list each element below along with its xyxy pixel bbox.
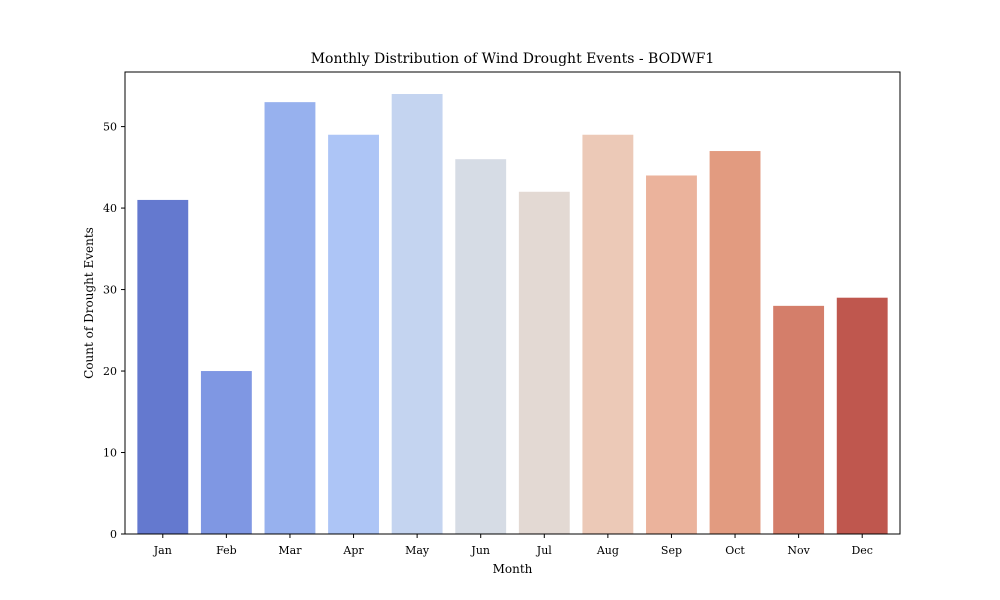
bar-aug <box>582 134 634 535</box>
x-tick-label-oct: Oct <box>725 544 745 557</box>
bar-apr <box>328 134 379 535</box>
bar-feb <box>200 371 252 534</box>
x-tick-label-apr: Apr <box>342 544 364 557</box>
bar-mar <box>264 102 316 535</box>
x-tick-label-jul: Jul <box>536 544 552 557</box>
y-axis: 0 10 20 30 40 50 <box>103 121 125 541</box>
x-tick-label-nov: Nov <box>787 544 810 557</box>
x-tick-label-dec: Dec <box>851 544 873 557</box>
y-tick-label-10: 10 <box>103 447 117 460</box>
y-tick-label-40: 40 <box>103 202 117 215</box>
x-tick-label-may: May <box>405 544 430 557</box>
bar-jan <box>137 199 189 534</box>
bar-nov <box>773 305 825 534</box>
y-axis-label: Count of Drought Events <box>82 227 96 379</box>
x-tick-label-jan: Jan <box>153 544 172 557</box>
x-tick-label-sep: Sep <box>661 544 682 557</box>
chart-title: Monthly Distribution of Wind Drought Eve… <box>311 51 715 67</box>
y-tick-label-30: 30 <box>103 284 117 297</box>
x-tick-label-jun: Jun <box>470 544 490 557</box>
bar-sep <box>646 175 697 535</box>
x-axis-label: Month <box>493 562 533 576</box>
bar-may <box>391 94 443 534</box>
bars-group <box>137 94 888 535</box>
x-tick-label-mar: Mar <box>278 544 302 557</box>
bar-jun <box>455 159 507 534</box>
x-axis: Jan Feb Mar Apr May Jun Jul Aug Sep Oct Nov Dec <box>153 534 873 557</box>
plot-frame <box>124 71 901 535</box>
bar-dec <box>836 297 888 534</box>
bar-oct <box>709 151 761 535</box>
y-tick-label-50: 50 <box>103 121 117 134</box>
y-tick-label-20: 20 <box>103 365 117 378</box>
bar-jul <box>518 191 570 534</box>
y-tick-label-0: 0 <box>110 528 117 541</box>
x-tick-label-aug: Aug <box>596 544 619 557</box>
x-tick-label-feb: Feb <box>216 544 237 557</box>
